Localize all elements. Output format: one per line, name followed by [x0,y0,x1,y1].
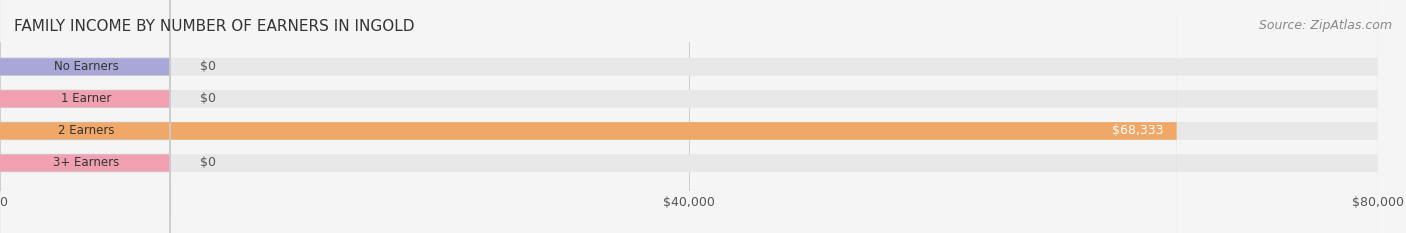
FancyBboxPatch shape [0,0,170,233]
Text: 2 Earners: 2 Earners [58,124,114,137]
Text: Source: ZipAtlas.com: Source: ZipAtlas.com [1258,19,1392,32]
Text: 3+ Earners: 3+ Earners [53,157,120,169]
FancyBboxPatch shape [0,0,170,233]
Text: $0: $0 [200,92,215,105]
Text: No Earners: No Earners [53,60,118,73]
Text: $68,333: $68,333 [1112,124,1163,137]
Text: 1 Earner: 1 Earner [60,92,111,105]
Text: $0: $0 [200,60,215,73]
Text: $0: $0 [200,157,215,169]
FancyBboxPatch shape [0,0,170,233]
FancyBboxPatch shape [0,0,170,233]
FancyBboxPatch shape [0,0,1177,233]
Text: FAMILY INCOME BY NUMBER OF EARNERS IN INGOLD: FAMILY INCOME BY NUMBER OF EARNERS IN IN… [14,19,415,34]
